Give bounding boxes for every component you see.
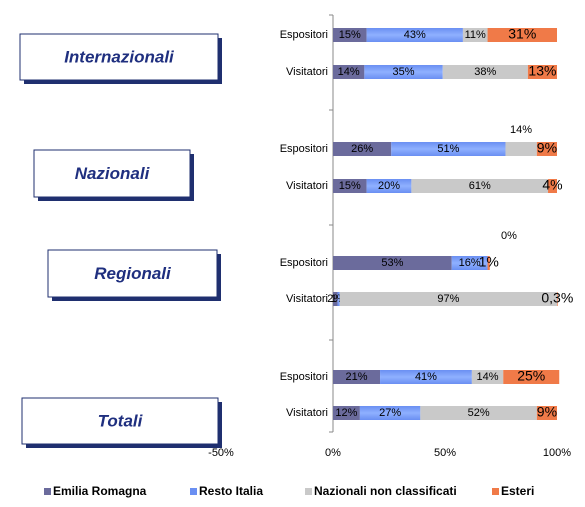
bar-segment xyxy=(548,179,557,193)
value-label: 14% xyxy=(338,66,360,78)
value-label: 11% xyxy=(465,29,486,41)
value-label: 52% xyxy=(468,407,490,419)
bar-segment xyxy=(333,370,381,384)
bar-segment xyxy=(391,142,506,156)
value-label: 35% xyxy=(393,66,415,78)
bar-segment xyxy=(333,406,360,420)
value-label: 4% xyxy=(542,177,562,193)
x-tick-label: 100% xyxy=(543,447,571,459)
legend-swatch xyxy=(190,488,197,495)
value-label: 26% xyxy=(351,143,373,155)
category-label: Espositori xyxy=(280,143,328,155)
bar-segment xyxy=(366,179,412,193)
bar-segment xyxy=(471,370,504,384)
value-label: 97% xyxy=(437,293,459,305)
category-label: Espositori xyxy=(280,29,328,41)
value-label: 16% xyxy=(459,257,481,269)
category-label: Visitatori xyxy=(286,180,328,192)
category-label: Visitatori xyxy=(286,66,328,78)
value-label: 38% xyxy=(474,66,496,78)
bar-segment xyxy=(337,292,340,306)
bar-segment xyxy=(411,179,549,193)
bar-segment xyxy=(366,28,463,42)
value-label: 20% xyxy=(378,180,400,192)
bar-segment xyxy=(505,142,537,156)
bar-segment xyxy=(527,65,557,79)
group-label: Totali xyxy=(98,411,144,430)
bar-segment xyxy=(487,28,557,42)
bar-segment xyxy=(536,406,557,420)
bar-segment xyxy=(503,370,560,384)
x-tick-label: 0% xyxy=(325,447,341,459)
value-label: 31% xyxy=(508,26,536,42)
value-label: 41% xyxy=(415,371,437,383)
legend-swatch xyxy=(492,488,499,495)
bar-segment xyxy=(333,28,367,42)
x-tick-label: 50% xyxy=(434,447,456,459)
bar-segment xyxy=(487,256,490,270)
bar-segment xyxy=(333,256,452,270)
legend-swatch xyxy=(44,488,51,495)
group-box xyxy=(33,149,191,198)
value-label: 14% xyxy=(510,124,532,136)
x-tick-label: -50% xyxy=(208,447,234,459)
bar-segment xyxy=(364,65,443,79)
bar-segment xyxy=(333,179,367,193)
value-label: 9% xyxy=(537,140,557,156)
value-label: 53% xyxy=(381,257,403,269)
group-label: Nazionali xyxy=(75,164,151,183)
bar-segment xyxy=(420,406,537,420)
bar-segment xyxy=(536,142,557,156)
bar-segment xyxy=(333,142,392,156)
bar-segment xyxy=(451,256,488,270)
value-label: 0% xyxy=(501,230,517,242)
value-label: 51% xyxy=(437,143,459,155)
legend-label: Emilia Romagna xyxy=(53,484,147,498)
bar-segment xyxy=(359,406,421,420)
value-label: 12% xyxy=(335,407,357,419)
legend-label: Nazionali non classificati xyxy=(314,484,457,498)
bar-segment xyxy=(333,292,338,306)
group-box xyxy=(19,33,219,81)
axis xyxy=(329,14,334,433)
value-label: 27% xyxy=(379,407,401,419)
legend-label: Esteri xyxy=(501,484,534,498)
value-label: 21% xyxy=(346,371,368,383)
value-label: 43% xyxy=(404,29,426,41)
value-label: 1% xyxy=(479,254,499,270)
category-label: Visitatori xyxy=(286,407,328,419)
value-label: 0,3% xyxy=(541,290,573,306)
category-label: Visitatori xyxy=(286,293,328,305)
value-label: 25% xyxy=(517,368,545,384)
group-label: Internazionali xyxy=(64,47,175,66)
value-label: 14% xyxy=(477,371,499,383)
value-label: 15% xyxy=(339,180,361,192)
bar-segment xyxy=(557,292,558,306)
legend-swatch xyxy=(305,488,312,495)
group-box xyxy=(47,249,218,298)
bar-segment xyxy=(462,28,488,42)
bar-segment xyxy=(442,65,528,79)
category-label: Espositori xyxy=(280,371,328,383)
group-label: Regionali xyxy=(94,264,172,283)
value-label: 61% xyxy=(469,180,491,192)
value-label: 9% xyxy=(537,404,557,420)
group-box xyxy=(21,397,219,445)
bar-segment xyxy=(380,370,472,384)
category-label: Espositori xyxy=(280,257,328,269)
bar-segment xyxy=(339,292,557,306)
legend-label: Resto Italia xyxy=(199,484,263,498)
value-label: 15% xyxy=(339,29,361,41)
bar-segment xyxy=(333,65,365,79)
value-label: 13% xyxy=(528,63,556,79)
